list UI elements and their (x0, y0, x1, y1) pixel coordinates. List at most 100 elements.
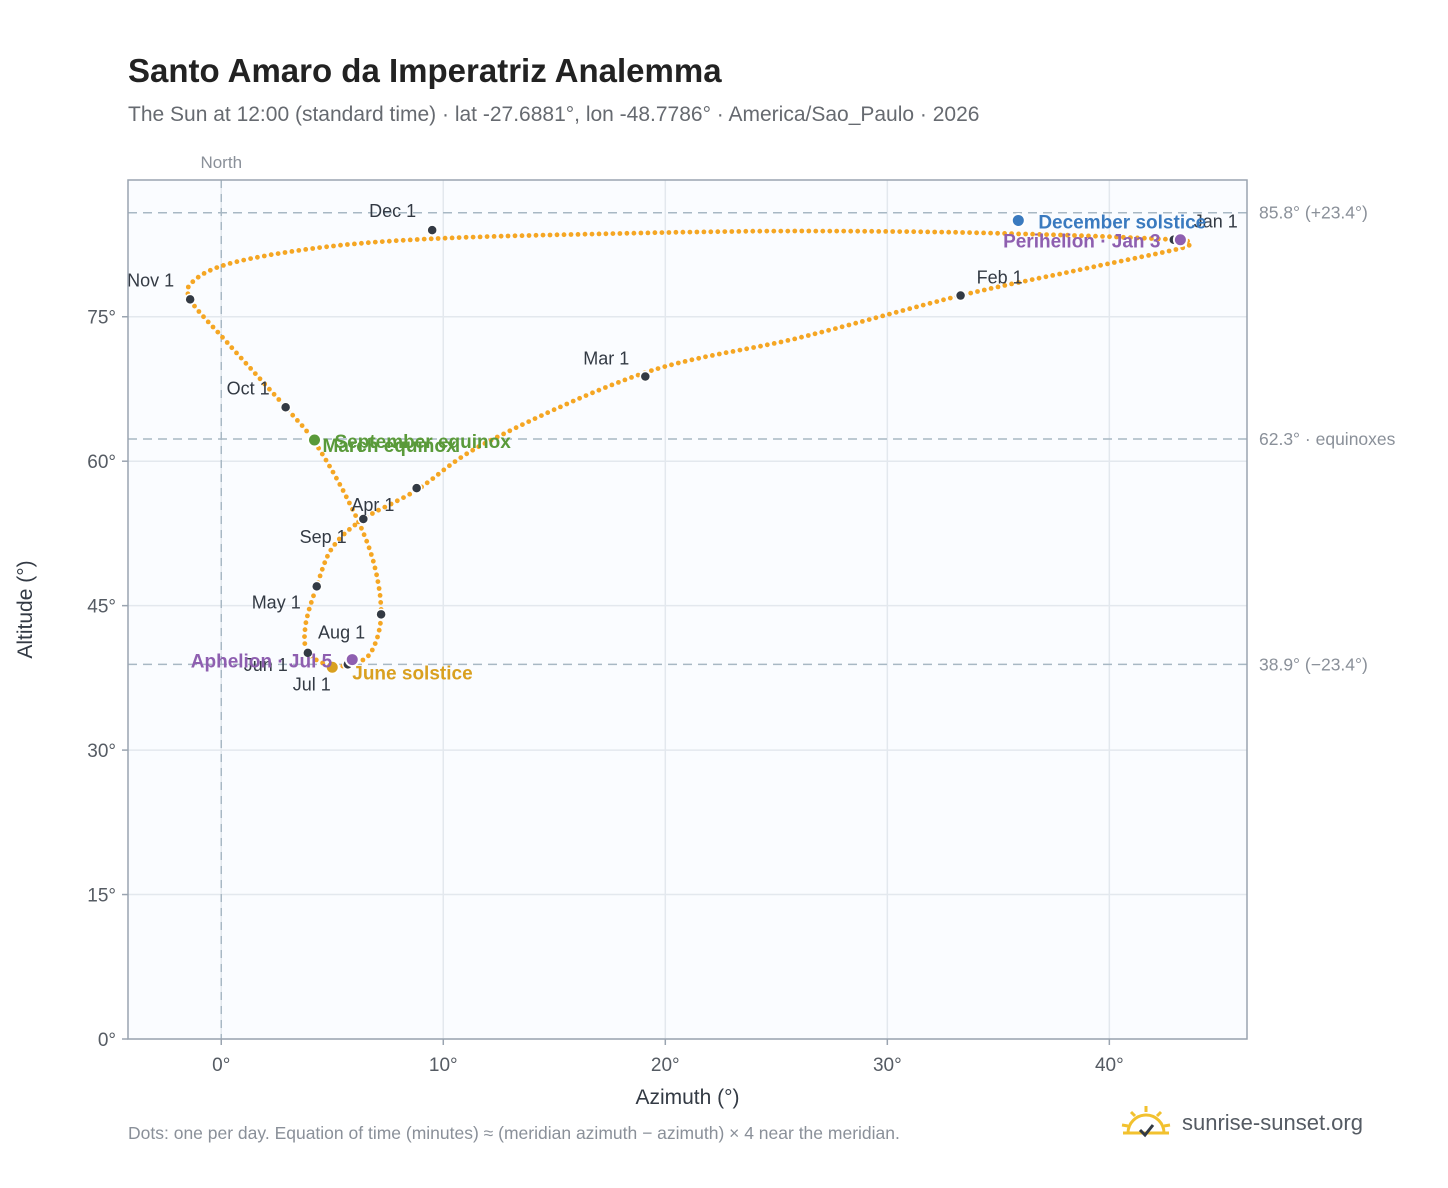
daily-dot (743, 228, 749, 234)
daily-dot (532, 416, 538, 421)
daily-dot (860, 319, 865, 324)
daily-dot (484, 234, 490, 240)
daily-dot (1091, 264, 1097, 270)
daily-dot (365, 240, 371, 246)
daily-dot (596, 231, 602, 237)
daily-dot (456, 235, 462, 241)
daily-dot (880, 313, 886, 319)
daily-dot (322, 560, 328, 566)
daily-dot (900, 308, 906, 313)
daily-dot (1086, 233, 1091, 239)
north-label: North (200, 153, 242, 172)
daily-dot (267, 386, 272, 392)
daily-dot (374, 572, 379, 578)
daily-dot (575, 232, 581, 237)
daily-dot (308, 600, 314, 605)
event-marker (324, 659, 340, 675)
daily-dot (539, 413, 544, 418)
daily-dot (319, 451, 325, 457)
daily-dot (1064, 270, 1069, 275)
month-label: May 1 (252, 592, 301, 612)
x-tick-label: 10° (429, 1055, 458, 1076)
daily-dot (316, 445, 321, 451)
footnote: Dots: one per day. Equation of time (min… (128, 1123, 900, 1143)
daily-dot (229, 345, 235, 351)
daily-dot (336, 536, 342, 542)
daily-dot (195, 274, 201, 280)
daily-dot (378, 620, 383, 626)
daily-dot (435, 236, 441, 241)
daily-dot (1051, 232, 1056, 238)
daily-dot (190, 279, 196, 285)
daily-dot (799, 334, 804, 340)
daily-dot (261, 253, 267, 259)
daily-dot (771, 341, 777, 346)
event-label: Aphelion · Jul 5 (191, 652, 333, 673)
daily-dot (934, 299, 940, 304)
daily-dot (589, 231, 595, 237)
daily-dot (302, 627, 308, 633)
daily-dot (210, 324, 216, 330)
daily-dot (629, 375, 634, 380)
daily-dot (730, 349, 736, 354)
daily-dot (255, 254, 260, 260)
brand-logo[interactable]: sunrise-sunset.org (1120, 1103, 1363, 1143)
daily-dot (507, 428, 513, 434)
daily-dot (1118, 258, 1124, 264)
daily-dot (386, 238, 392, 244)
daily-dot (317, 245, 322, 251)
daily-dot (205, 319, 211, 325)
daily-dot (331, 243, 336, 249)
daily-dot (960, 230, 965, 235)
daily-dot (1163, 236, 1168, 242)
daily-dot (682, 359, 688, 364)
x-tick-label: 40° (1095, 1055, 1124, 1076)
daily-dot (1044, 232, 1049, 238)
daily-dot (1173, 247, 1179, 252)
daily-dot (375, 634, 380, 640)
daily-dot (520, 422, 525, 427)
daily-dot (282, 250, 288, 255)
event-marker (1010, 212, 1026, 228)
daily-dot (345, 242, 350, 247)
event-marker (307, 432, 322, 448)
daily-dot (792, 336, 798, 342)
daily-dot (400, 237, 406, 243)
daily-dot (564, 401, 570, 407)
daily-dot (890, 229, 896, 234)
y-tick-label: 0° (98, 1030, 116, 1051)
daily-dot (352, 522, 358, 528)
daily-dot (603, 231, 609, 237)
daily-dot (221, 263, 226, 268)
daily-dot (401, 495, 406, 500)
daily-dot (498, 233, 504, 239)
daily-dot (694, 229, 700, 235)
daily-dot (319, 566, 325, 572)
daily-dot (876, 229, 882, 234)
daily-dot (631, 230, 637, 236)
daily-dot (862, 228, 868, 234)
daily-dot (715, 229, 721, 235)
plot-border (127, 179, 1248, 1040)
daily-dot (893, 309, 899, 315)
daily-dot (370, 511, 375, 516)
daily-dot (310, 246, 316, 251)
daily-dot (447, 463, 452, 469)
daily-dot (967, 230, 972, 236)
daily-dot (805, 333, 811, 338)
daily-dot (812, 331, 818, 337)
daily-dot (975, 289, 980, 294)
daily-dot (652, 230, 658, 236)
month-label: Jun 1 (244, 655, 288, 675)
daily-dot (325, 553, 330, 559)
daily-dot (813, 228, 819, 234)
daily-dot (470, 234, 476, 240)
daily-dot (360, 657, 366, 663)
month-label: Sep 1 (300, 527, 347, 547)
daily-dot (303, 620, 309, 626)
daily-dot (303, 247, 309, 252)
daily-dot (220, 334, 225, 340)
daily-dot (1079, 233, 1084, 239)
daily-dot (343, 494, 349, 500)
